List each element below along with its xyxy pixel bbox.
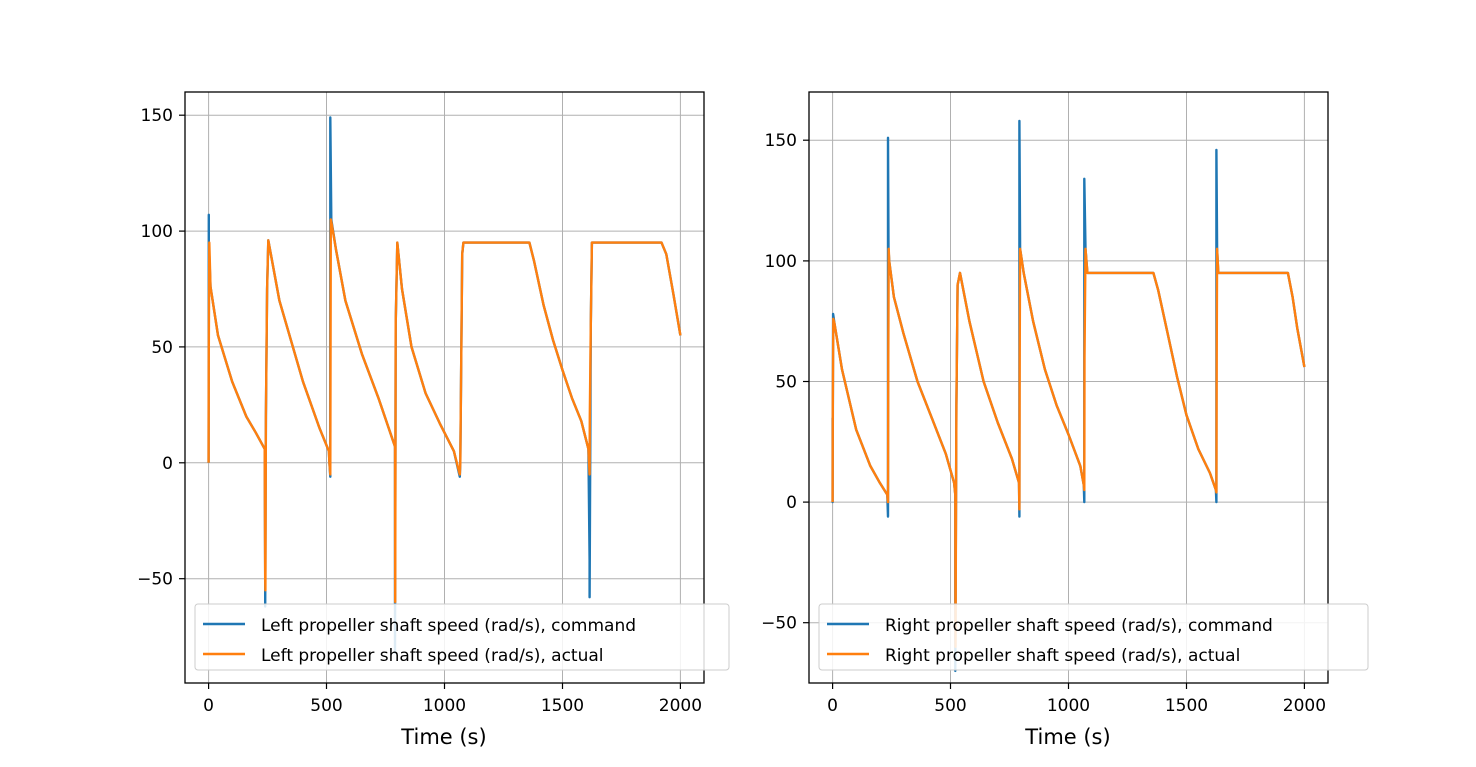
left-y-tick-label: 150 [141, 106, 173, 126]
right-x-tick-label: 500 [934, 696, 966, 716]
right-x-tick-label: 2000 [1283, 696, 1326, 716]
right-y-tick-label: 100 [765, 252, 797, 272]
right-gridlines [809, 92, 1328, 683]
right-legend-box [818, 603, 1369, 671]
left-y-tick-label: 0 [162, 454, 173, 474]
right-legend: Right propeller shaft speed (rad/s), com… [818, 603, 1369, 671]
left-x-tick-label: 2000 [659, 696, 702, 716]
left-y-tick-label: 100 [141, 222, 173, 242]
left-series [207, 116, 682, 655]
left-x-tick-label: 1500 [541, 696, 584, 716]
right-panel: 0 500 1000 1500 2000 −50 0 50 100 150 Time (s) Ri… [761, 91, 1369, 749]
right-x-tick-label: 1500 [1165, 696, 1208, 716]
left-x-tick-label: 0 [203, 696, 214, 716]
left-y-tick-label: 50 [151, 338, 173, 358]
left-y-tick-label: −50 [137, 570, 173, 590]
right-legend-label-actual: Right propeller shaft speed (rad/s), act… [885, 646, 1240, 666]
right-x-tick-label: 0 [827, 696, 838, 716]
right-y-tick-label: 0 [786, 493, 797, 513]
right-x-axis-label: Time (s) [1024, 725, 1110, 749]
right-ticks: 0 500 1000 1500 2000 −50 0 50 100 150 [761, 131, 1326, 716]
right-x-tick-label: 1000 [1047, 696, 1090, 716]
left-legend-label-actual: Left propeller shaft speed (rad/s), actu… [261, 646, 604, 666]
right-y-tick-label: −50 [761, 614, 797, 634]
left-gridlines [185, 92, 704, 683]
right-legend-label-command: Right propeller shaft speed (rad/s), com… [885, 616, 1273, 636]
right-y-tick-label: 50 [775, 373, 797, 393]
left-legend-label-command: Left propeller shaft speed (rad/s), comm… [261, 616, 636, 636]
right-y-tick-label: 150 [765, 131, 797, 151]
left-ticks: 0 500 1000 1500 2000 −50 0 50 100 150 [137, 106, 702, 716]
left-legend: Left propeller shaft speed (rad/s), comm… [194, 603, 730, 671]
left-legend-box [194, 603, 730, 671]
left-x-axis-label: Time (s) [400, 725, 486, 749]
left-x-tick-label: 1000 [423, 696, 466, 716]
left-actual-series-line [207, 218, 682, 604]
right-series [831, 119, 1306, 673]
left-x-tick-label: 500 [310, 696, 342, 716]
right-actual-series-line [831, 247, 1306, 648]
left-panel: 0 500 1000 1500 2000 −50 0 50 100 150 Time (s) Le… [137, 91, 730, 749]
